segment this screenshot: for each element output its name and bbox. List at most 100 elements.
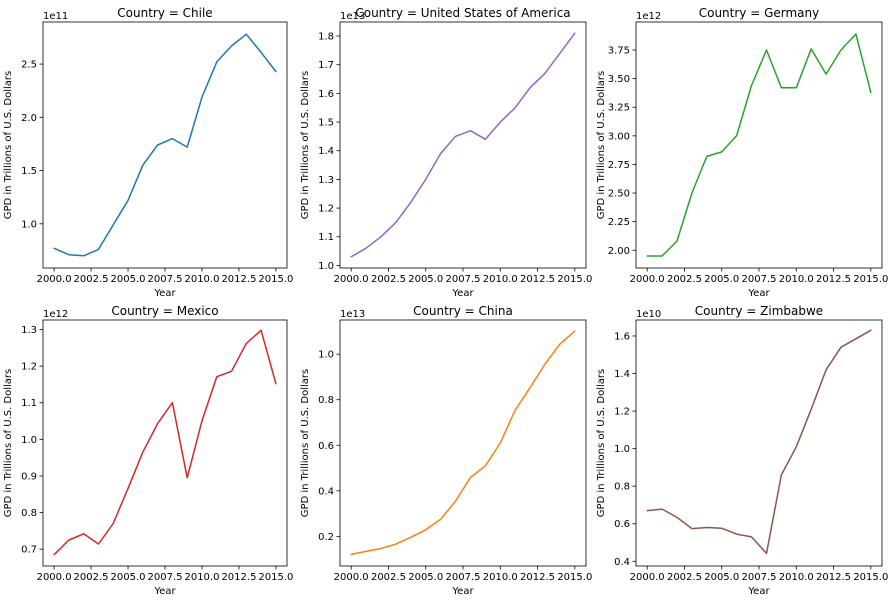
y-tick-label: 0.8 (614, 482, 630, 493)
y-tick-label: 0.4 (614, 557, 630, 568)
y-tick-label: 1.4 (614, 369, 630, 380)
panel-title: Country = Zimbabwe (695, 304, 823, 318)
y-tick-label: 2.50 (608, 189, 630, 200)
y-tick-label: 1.0 (318, 350, 334, 361)
x-tick-label: 2012.5 (221, 572, 256, 583)
y-tick-label: 1.2 (318, 204, 334, 215)
x-tick-label: 2000.0 (37, 572, 72, 583)
x-tick-label: 2015.0 (557, 274, 592, 285)
y-offset-label: 1e12 (43, 309, 68, 320)
y-tick-label: 1.6 (318, 89, 334, 100)
y-axis-label: GPD in Trillions of U.S. Dollars (596, 71, 607, 220)
y-tick-label: 3.75 (608, 46, 630, 57)
y-tick-label: 2.00 (608, 246, 630, 257)
y-tick-label: 1.2 (614, 407, 630, 418)
panel-title: Country = Mexico (111, 304, 218, 318)
y-tick-label: 1.0 (614, 444, 630, 455)
x-tick-label: 2005.0 (111, 274, 146, 285)
x-tick-label: 2015.0 (258, 572, 293, 583)
y-offset-label: 1e10 (636, 309, 661, 320)
axes-frame (43, 320, 287, 566)
x-tick-label: 2002.5 (371, 274, 406, 285)
panel-title: Country = United States of America (355, 6, 570, 20)
x-tick-label: 2000.0 (630, 274, 665, 285)
x-axis-label: Year (153, 288, 176, 299)
x-tick-label: 2000.0 (37, 274, 72, 285)
y-tick-label: 1.4 (318, 146, 334, 157)
x-axis-label: Year (451, 288, 474, 299)
x-tick-label: 2005.0 (111, 572, 146, 583)
x-tick-label: 2002.5 (74, 572, 109, 583)
x-tick-label: 2010.0 (483, 572, 518, 583)
x-tick-label: 2007.5 (446, 274, 481, 285)
x-tick-label: 2012.5 (221, 274, 256, 285)
x-tick-label: 2010.0 (483, 274, 518, 285)
series-line (54, 34, 276, 256)
y-axis-label: GPD in Trillions of U.S. Dollars (596, 369, 607, 518)
y-tick-label: 0.7 (21, 545, 37, 556)
y-offset-label: 1e13 (340, 309, 365, 320)
y-tick-label: 1.8 (318, 32, 334, 43)
axes-frame (340, 22, 586, 268)
series-line (351, 331, 575, 554)
y-tick-label: 2.75 (608, 160, 630, 171)
panel-title: Country = Chile (117, 6, 212, 20)
x-tick-label: 2002.5 (371, 572, 406, 583)
y-offset-label: 1e12 (636, 11, 661, 22)
y-axis-label: GPD in Trillions of U.S. Dollars (3, 369, 14, 518)
x-axis-label: Year (747, 288, 770, 299)
x-tick-label: 2000.0 (334, 274, 369, 285)
axes-frame (636, 320, 882, 566)
series-line (647, 330, 871, 553)
y-tick-label: 0.9 (21, 471, 37, 482)
x-tick-label: 2002.5 (667, 274, 702, 285)
y-tick-label: 0.8 (318, 395, 334, 406)
y-tick-label: 1.3 (318, 175, 334, 186)
x-tick-label: 2007.5 (446, 572, 481, 583)
panel-title: Country = China (413, 304, 513, 318)
y-axis-label: GPD in Trillions of U.S. Dollars (300, 369, 311, 518)
x-tick-label: 2000.0 (630, 572, 665, 583)
y-tick-label: 1.7 (318, 60, 334, 71)
y-tick-label: 1.1 (21, 398, 37, 409)
y-tick-label: 0.4 (318, 486, 334, 497)
y-tick-label: 1.2 (21, 362, 37, 373)
x-tick-label: 2015.0 (853, 274, 888, 285)
x-axis-label: Year (153, 586, 176, 597)
x-tick-label: 2007.5 (742, 274, 777, 285)
x-tick-label: 2015.0 (258, 274, 293, 285)
y-axis-label: GPD in Trillions of U.S. Dollars (3, 71, 14, 220)
series-line (351, 33, 575, 257)
axes-frame (636, 22, 882, 268)
y-tick-label: 3.00 (608, 131, 630, 142)
x-tick-label: 2005.0 (704, 274, 739, 285)
y-tick-label: 0.6 (614, 519, 630, 530)
x-axis-label: Year (747, 586, 770, 597)
y-tick-label: 2.25 (608, 217, 630, 228)
y-tick-label: 2.0 (21, 113, 37, 124)
y-tick-label: 1.5 (318, 118, 334, 129)
y-tick-label: 0.6 (318, 441, 334, 452)
y-tick-label: 0.8 (21, 508, 37, 519)
x-axis-label: Year (451, 586, 474, 597)
y-tick-label: 1.3 (21, 325, 37, 336)
y-tick-label: 1.5 (21, 166, 37, 177)
x-tick-label: 2015.0 (853, 572, 888, 583)
x-tick-label: 2005.0 (408, 274, 443, 285)
x-tick-label: 2002.5 (667, 572, 702, 583)
y-tick-label: 3.25 (608, 103, 630, 114)
x-tick-label: 2010.0 (184, 572, 219, 583)
x-tick-label: 2012.5 (816, 572, 851, 583)
y-tick-label: 1.0 (21, 219, 37, 230)
y-tick-label: 1.0 (318, 261, 334, 272)
y-tick-label: 3.50 (608, 74, 630, 85)
x-tick-label: 2002.5 (74, 274, 109, 285)
panel-title: Country = Germany (699, 6, 820, 20)
